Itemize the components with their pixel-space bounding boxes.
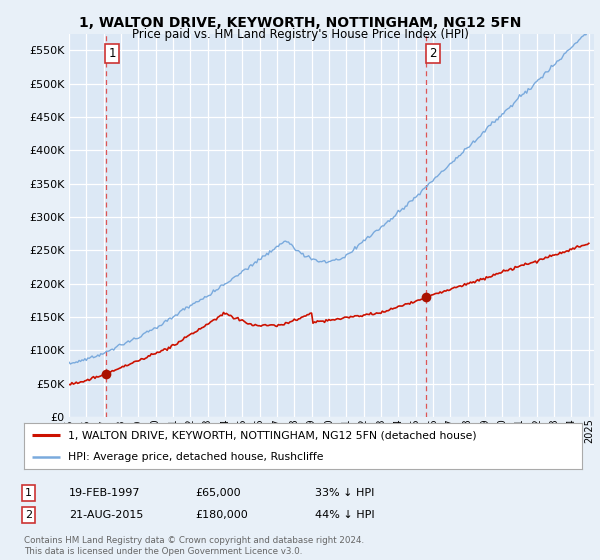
Text: Contains HM Land Registry data © Crown copyright and database right 2024.
This d: Contains HM Land Registry data © Crown c… <box>24 536 364 556</box>
Text: 1: 1 <box>109 47 116 60</box>
Text: 2: 2 <box>429 47 437 60</box>
Text: 21-AUG-2015: 21-AUG-2015 <box>69 510 143 520</box>
Text: 1: 1 <box>25 488 32 498</box>
Text: 1, WALTON DRIVE, KEYWORTH, NOTTINGHAM, NG12 5FN (detached house): 1, WALTON DRIVE, KEYWORTH, NOTTINGHAM, N… <box>68 430 476 440</box>
Text: 19-FEB-1997: 19-FEB-1997 <box>69 488 140 498</box>
Text: 33% ↓ HPI: 33% ↓ HPI <box>315 488 374 498</box>
Text: 44% ↓ HPI: 44% ↓ HPI <box>315 510 374 520</box>
Text: 2: 2 <box>25 510 32 520</box>
Text: £65,000: £65,000 <box>195 488 241 498</box>
Text: Price paid vs. HM Land Registry's House Price Index (HPI): Price paid vs. HM Land Registry's House … <box>131 28 469 41</box>
Text: 1, WALTON DRIVE, KEYWORTH, NOTTINGHAM, NG12 5FN: 1, WALTON DRIVE, KEYWORTH, NOTTINGHAM, N… <box>79 16 521 30</box>
Text: HPI: Average price, detached house, Rushcliffe: HPI: Average price, detached house, Rush… <box>68 452 323 462</box>
Text: £180,000: £180,000 <box>195 510 248 520</box>
